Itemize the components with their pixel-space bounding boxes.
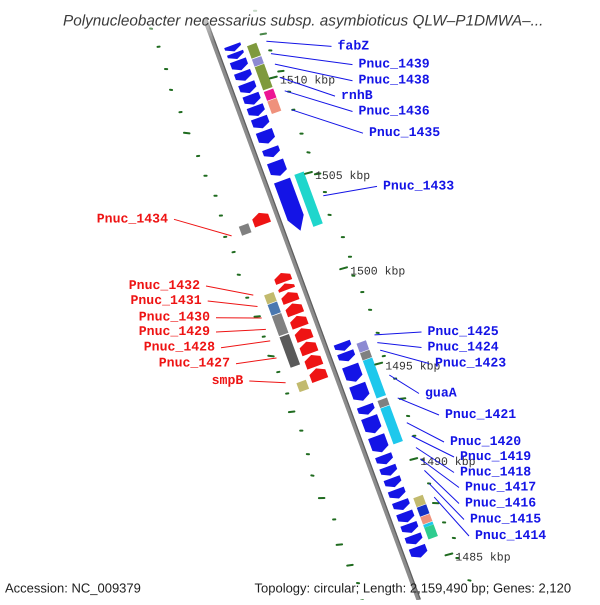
svg-text:Topology: circular; Length: 2,: Topology: circular; Length: 2,159,490 bp… — [255, 581, 572, 596]
svg-text:Pnuc_1431: Pnuc_1431 — [130, 293, 201, 308]
svg-text:rnhB: rnhB — [341, 88, 373, 103]
svg-text:smpB: smpB — [212, 373, 244, 388]
svg-text:Pnuc_1419: Pnuc_1419 — [460, 449, 531, 464]
svg-text:1485 kbp: 1485 kbp — [455, 552, 510, 565]
svg-text:Pnuc_1415: Pnuc_1415 — [470, 512, 541, 527]
svg-text:guaA: guaA — [425, 386, 457, 401]
svg-text:Pnuc_1430: Pnuc_1430 — [139, 310, 210, 325]
svg-text:Pnuc_1423: Pnuc_1423 — [435, 356, 506, 371]
svg-text:Pnuc_1438: Pnuc_1438 — [359, 73, 430, 88]
svg-text:Pnuc_1428: Pnuc_1428 — [144, 340, 215, 355]
svg-text:Pnuc_1436: Pnuc_1436 — [359, 104, 430, 119]
svg-text:1505 kbp: 1505 kbp — [315, 170, 370, 183]
svg-text:Pnuc_1427: Pnuc_1427 — [159, 356, 230, 371]
svg-text:Pnuc_1429: Pnuc_1429 — [139, 324, 210, 339]
svg-text:Pnuc_1416: Pnuc_1416 — [465, 496, 536, 511]
svg-text:Pnuc_1432: Pnuc_1432 — [129, 278, 200, 293]
svg-text:Pnuc_1434: Pnuc_1434 — [97, 211, 168, 226]
svg-text:Pnuc_1439: Pnuc_1439 — [359, 57, 430, 72]
svg-text:1510 kbp: 1510 kbp — [280, 75, 335, 88]
svg-text:Pnuc_1420: Pnuc_1420 — [450, 434, 521, 449]
svg-text:Pnuc_1425: Pnuc_1425 — [428, 324, 499, 339]
svg-text:Pnuc_1435: Pnuc_1435 — [369, 125, 440, 140]
svg-text:Accession: NC_009379: Accession: NC_009379 — [5, 581, 141, 596]
svg-text:Pnuc_1421: Pnuc_1421 — [445, 407, 516, 422]
svg-text:Polynucleobacter necessarius s: Polynucleobacter necessarius subsp. asym… — [63, 13, 543, 30]
svg-text:Pnuc_1418: Pnuc_1418 — [460, 465, 531, 480]
svg-text:Pnuc_1417: Pnuc_1417 — [465, 480, 536, 495]
svg-text:Pnuc_1433: Pnuc_1433 — [383, 178, 454, 193]
svg-text:Pnuc_1414: Pnuc_1414 — [475, 528, 546, 543]
svg-text:Pnuc_1424: Pnuc_1424 — [428, 340, 499, 355]
svg-text:1500 kbp: 1500 kbp — [350, 265, 405, 278]
svg-text:1495 kbp: 1495 kbp — [385, 361, 440, 374]
